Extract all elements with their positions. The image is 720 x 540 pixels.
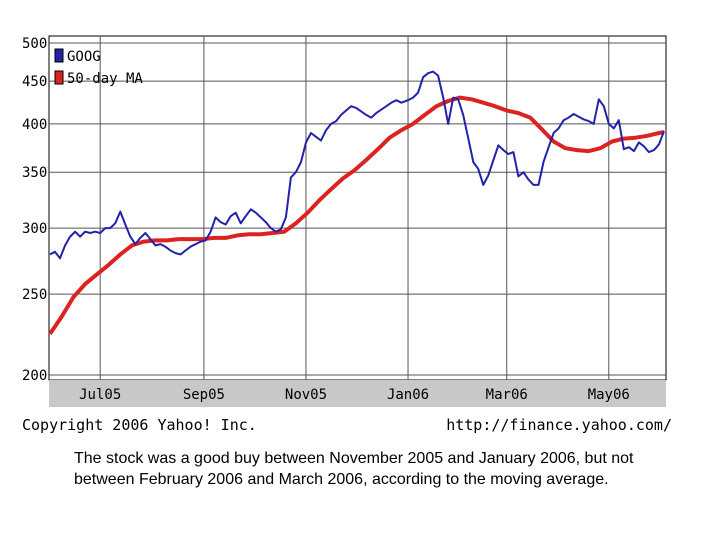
x-axis-ticks: Jul05 Sep05 Nov05 Jan06 Mar06 May06 [79,387,630,403]
legend: GOOG 50-day MA [54,48,143,87]
y-axis-ticks: 500 450 400 350 300 250 200 [22,36,47,384]
y-tick-label: 500 [22,36,47,52]
x-tick-label: Nov05 [285,387,327,403]
y-tick-label: 300 [22,221,47,237]
x-tick-label: Sep05 [183,387,225,403]
series-lines [48,70,665,336]
caption-text: The stock was a good buy between Novembe… [74,450,634,488]
legend-swatch [54,70,64,85]
stock-chart: 500 450 400 350 300 250 200 Jul05 Sep05 Nov05 Jan… [22,35,672,434]
goog-price-line [49,70,665,260]
plot-area [48,35,667,381]
moving-average-line [48,95,665,336]
y-tick-label: 250 [22,287,47,303]
x-axis-band [49,380,666,407]
legend-label: GOOG [67,49,101,65]
x-tick-label: Jul05 [79,387,121,403]
y-tick-label: 350 [22,165,47,181]
y-tick-label: 200 [22,368,47,384]
source-url: http://finance.yahoo.com/ [446,416,672,434]
legend-label: 50-day MA [67,71,143,87]
x-tick-label: Jan06 [387,387,429,403]
y-tick-label: 450 [22,74,47,90]
x-tick-label: Mar06 [486,387,528,403]
y-tick-label: 400 [22,117,47,133]
x-tick-label: May06 [588,387,630,403]
legend-swatch [54,48,64,63]
grid-lines [49,36,666,380]
copyright-text: Copyright 2006 Yahoo! Inc. [22,416,257,434]
